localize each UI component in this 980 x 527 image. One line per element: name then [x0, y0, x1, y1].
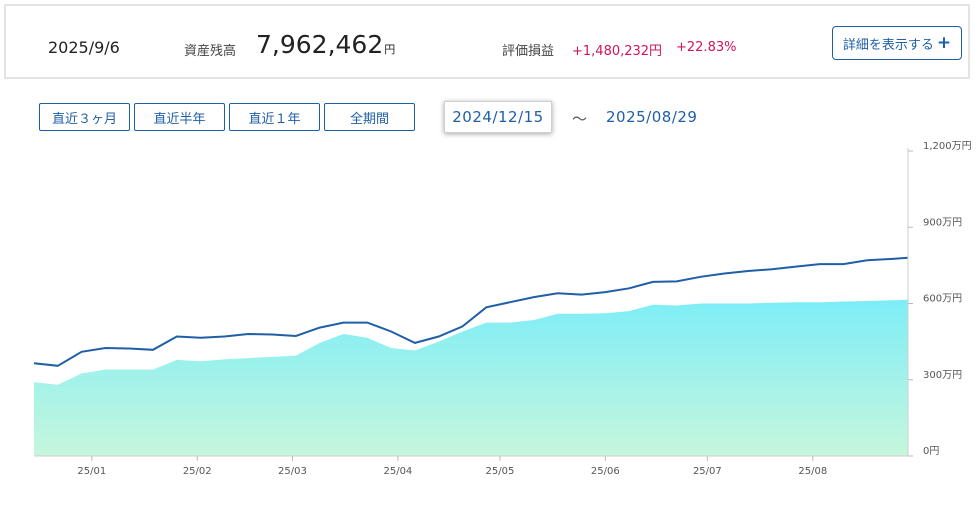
y-tick-label: 300万円: [923, 370, 962, 381]
range-3-months-button[interactable]: 直近３ヶ月: [39, 103, 130, 131]
plus-icon: +: [936, 33, 952, 53]
profit-loss-amount: +1,480,232円: [572, 44, 663, 59]
x-tick-label: 25/01: [77, 466, 106, 477]
range-1-year-button[interactable]: 直近１年: [229, 103, 320, 131]
principal-area: [34, 299, 908, 456]
balance-value: 7,962,462円: [256, 30, 395, 59]
balance-label: 資産残高: [184, 44, 237, 59]
balance-unit: 円: [384, 43, 396, 56]
y-tick-label: 600万円: [923, 294, 962, 305]
x-tick-label: 25/03: [278, 466, 307, 477]
summary-panel: 2025/9/6 資産残高 7,962,462円 評価損益 +1,480,232…: [4, 4, 970, 79]
date-to-input[interactable]: 2025/08/29: [606, 108, 698, 126]
x-tick-label: 25/08: [798, 466, 827, 477]
y-tick-label: 1,200万円: [923, 141, 972, 152]
profit-loss-label: 評価損益: [502, 44, 555, 59]
balance-amount: 7,962,462: [256, 30, 384, 59]
x-tick-label: 25/05: [485, 466, 514, 477]
x-tick-label: 25/04: [383, 466, 412, 477]
y-tick-label: 0円: [923, 446, 939, 457]
date-range-separator: ～: [572, 110, 588, 128]
summary-date: 2025/9/6: [48, 38, 120, 57]
range-all-button[interactable]: 全期間: [324, 103, 415, 131]
show-details-label: 詳細を表示する: [842, 37, 934, 53]
x-tick-label: 25/02: [183, 466, 212, 477]
y-tick-label: 900万円: [923, 217, 962, 228]
x-tick-label: 25/07: [693, 466, 722, 477]
x-tick-label: 25/06: [591, 466, 620, 477]
profit-loss-percent: +22.83%: [676, 40, 737, 55]
range-6-months-button[interactable]: 直近半年: [134, 103, 225, 131]
show-details-button[interactable]: 詳細を表示する +: [832, 26, 962, 60]
date-from-input[interactable]: 2024/12/15: [444, 101, 552, 133]
valuation-line: [33, 256, 909, 367]
